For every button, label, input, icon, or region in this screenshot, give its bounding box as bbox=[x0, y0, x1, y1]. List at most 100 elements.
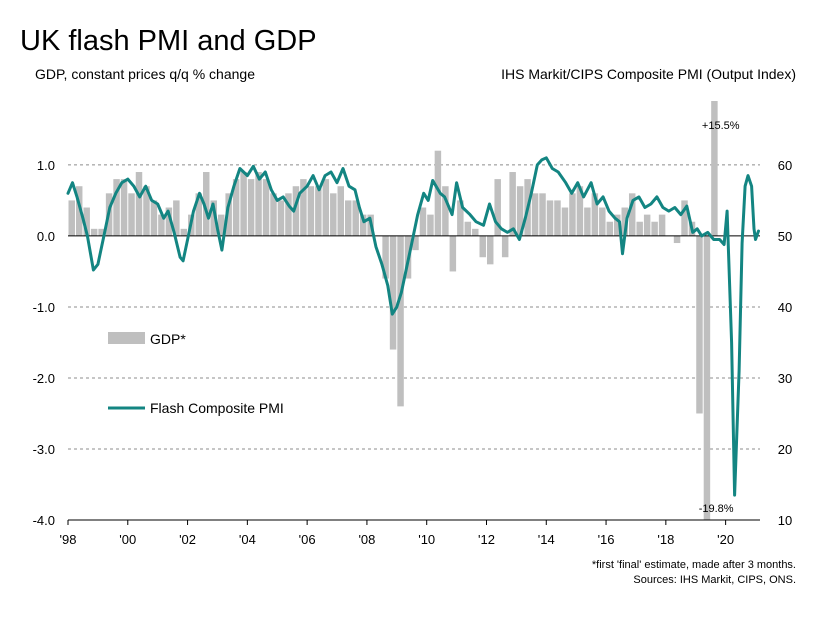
gdp-bar bbox=[576, 186, 584, 236]
gdp-bar bbox=[509, 172, 516, 236]
gdp-bar bbox=[203, 172, 210, 236]
gdp-bar bbox=[494, 179, 501, 236]
x-axis-ticks: '98 '00 '02 '04 '06 '08 '10 '12 '14 '16 '18 '20 bbox=[60, 519, 760, 547]
gdp-bar bbox=[158, 214, 165, 236]
gdp-bar bbox=[591, 193, 599, 236]
left-tick-label: -1.0 bbox=[33, 300, 55, 315]
gdp-bar bbox=[315, 186, 322, 236]
gdp-bar bbox=[247, 179, 255, 236]
gdp-bar bbox=[382, 235, 389, 279]
gdp-bar bbox=[539, 193, 546, 236]
left-tick-label: 1.0 bbox=[37, 158, 55, 173]
gdp-bar bbox=[322, 179, 330, 236]
annotations: +15.5% -19.8% bbox=[699, 120, 740, 515]
gdp-bar bbox=[270, 193, 277, 236]
left-tick-label: -3.0 bbox=[33, 442, 55, 457]
gdp-bar bbox=[292, 186, 300, 236]
gdp-bar bbox=[599, 207, 606, 236]
gdp-bar bbox=[561, 207, 569, 236]
gdp-bar bbox=[464, 221, 472, 236]
gdp-bar bbox=[330, 193, 337, 236]
gdp-bar bbox=[696, 235, 703, 414]
footnote-estimate: *first 'final' estimate, made after 3 mo… bbox=[592, 559, 796, 571]
gdp-bar bbox=[75, 186, 83, 236]
gdp-bar bbox=[419, 207, 427, 236]
right-tick-label: 10 bbox=[778, 513, 792, 528]
legend-gdp-swatch bbox=[108, 332, 145, 344]
gdp-bar bbox=[150, 200, 158, 236]
right-tick-label: 40 bbox=[778, 300, 792, 315]
legend-pmi-label: Flash Composite PMI bbox=[150, 400, 284, 416]
x-tick-label: '06 bbox=[299, 532, 316, 547]
gdp-bar bbox=[389, 235, 397, 350]
gdp-bar bbox=[614, 214, 621, 236]
pmi-line bbox=[66, 156, 760, 497]
gdp-bar bbox=[285, 193, 292, 236]
gdp-bar bbox=[628, 193, 636, 236]
left-tick-label: -2.0 bbox=[33, 371, 55, 386]
gdp-bar bbox=[337, 186, 345, 236]
footnote-sources: Sources: IHS Markit, CIPS, ONS. bbox=[633, 574, 796, 586]
gdp-bar bbox=[643, 214, 651, 236]
gdp-bar bbox=[128, 193, 135, 236]
gdp-bar bbox=[217, 214, 225, 236]
gdp-bar bbox=[143, 186, 150, 236]
gdp-bar bbox=[98, 228, 105, 236]
gdp-bar bbox=[427, 214, 434, 236]
x-tick-label: '98 bbox=[60, 532, 77, 547]
gdp-bar bbox=[90, 228, 98, 236]
gdp-bar bbox=[113, 179, 120, 236]
gdp-bar bbox=[345, 200, 352, 236]
gdp-bar bbox=[165, 207, 173, 236]
gdp-bar bbox=[135, 172, 143, 236]
gdp-bar bbox=[262, 179, 270, 236]
gdp-bar bbox=[621, 207, 628, 236]
gdp-bar bbox=[120, 179, 128, 236]
gdp-bar bbox=[300, 179, 307, 236]
gdp-bar bbox=[681, 200, 688, 236]
gdp-bar bbox=[277, 200, 285, 236]
gdp-bar bbox=[486, 235, 494, 265]
annotation-label: +15.5% bbox=[702, 120, 740, 132]
gdp-bar bbox=[606, 221, 614, 236]
x-tick-label: '14 bbox=[538, 532, 555, 547]
gdp-bar bbox=[531, 193, 539, 236]
gdp-bar bbox=[442, 186, 449, 236]
annotation-label: -19.8% bbox=[699, 503, 734, 515]
gdp-bar bbox=[554, 200, 561, 236]
gdp-bar bbox=[569, 193, 576, 236]
gdp-bar bbox=[434, 150, 442, 236]
gdp-bar bbox=[359, 214, 367, 236]
gdp-bar bbox=[240, 172, 247, 236]
gdp-bar bbox=[658, 214, 666, 236]
right-tick-label: 60 bbox=[778, 158, 792, 173]
x-tick-label: '04 bbox=[239, 532, 256, 547]
gdp-bar bbox=[636, 221, 643, 236]
gdp-bar bbox=[584, 207, 591, 236]
gdp-bar bbox=[546, 200, 554, 236]
gdp-bar bbox=[397, 235, 404, 407]
x-tick-label: '10 bbox=[418, 532, 435, 547]
right-axis-ticks: 60 50 40 30 20 10 bbox=[778, 158, 792, 528]
gdp-bar bbox=[225, 193, 232, 236]
gdp-bar bbox=[651, 221, 658, 236]
gdp-bar bbox=[255, 172, 262, 236]
legend-gdp-label: GDP* bbox=[150, 331, 186, 347]
x-tick-label: '02 bbox=[179, 532, 196, 547]
right-tick-label: 30 bbox=[778, 371, 792, 386]
gdp-bar bbox=[210, 200, 217, 236]
gdp-bar bbox=[479, 235, 486, 258]
legend: GDP* Flash Composite PMI bbox=[108, 331, 284, 416]
right-tick-label: 20 bbox=[778, 442, 792, 457]
left-tick-label: -4.0 bbox=[33, 513, 55, 528]
gdp-bar bbox=[307, 186, 315, 236]
x-tick-label: '16 bbox=[598, 532, 615, 547]
gdp-bar bbox=[449, 235, 457, 272]
gdp-bar bbox=[711, 101, 718, 236]
x-tick-label: '08 bbox=[358, 532, 375, 547]
gdp-bar bbox=[516, 186, 524, 236]
right-tick-label: 50 bbox=[778, 229, 792, 244]
x-tick-label: '20 bbox=[717, 532, 734, 547]
gdp-bar bbox=[180, 228, 188, 236]
